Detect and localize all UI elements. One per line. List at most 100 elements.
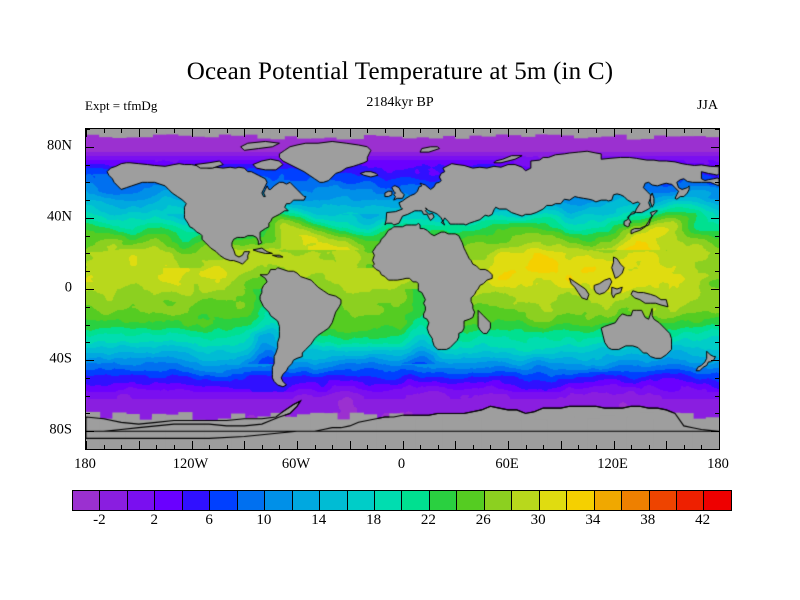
x-axis-tick <box>560 441 562 449</box>
y-axis-tick <box>86 182 90 184</box>
experiment-label: Expt = tfmDg <box>85 98 158 113</box>
colorbar-tick-label: 34 <box>585 512 601 528</box>
x-axis-tick <box>683 129 685 133</box>
x-axis-tick <box>367 129 369 133</box>
colorbar-tick-label: 18 <box>366 512 382 528</box>
x-axis-tick <box>173 129 175 133</box>
y-axis-tick <box>715 182 719 184</box>
colorbar-cell <box>594 491 623 510</box>
x-axis-label: 60E <box>495 456 519 472</box>
colorbar-tick-label: 22 <box>420 512 436 528</box>
x-axis-tick <box>402 129 404 137</box>
colorbar-cell <box>484 491 513 510</box>
colorbar-cell <box>237 491 266 510</box>
x-axis-label: 60W <box>281 456 311 472</box>
colorbar-tick-label: 2 <box>150 512 159 528</box>
y-axis-tick <box>711 360 719 362</box>
colorbar-tick-label: 30 <box>530 512 546 528</box>
y-axis-tick <box>715 342 719 344</box>
colorbar-cell <box>402 491 430 510</box>
y-axis-tick <box>86 289 94 290</box>
y-axis-tick <box>711 289 719 290</box>
y-axis-tick <box>711 146 719 148</box>
x-axis-tick <box>244 441 246 449</box>
x-axis-tick <box>138 129 140 137</box>
colorbar <box>72 490 732 511</box>
y-axis-tick <box>86 253 90 255</box>
y-axis-tick <box>86 235 90 237</box>
x-axis-tick <box>543 445 545 449</box>
x-axis-tick <box>490 445 492 449</box>
y-axis-tick <box>86 164 90 166</box>
colorbar-tick-label: 10 <box>256 512 272 528</box>
x-axis-tick <box>244 129 246 137</box>
x-axis-tick <box>349 129 351 137</box>
x-axis-tick <box>631 445 633 449</box>
x-axis-tick <box>297 129 298 137</box>
colorbar-cell <box>127 491 156 510</box>
x-axis-tick <box>578 129 580 133</box>
x-axis-tick <box>156 129 158 133</box>
colorbar-cell <box>73 491 101 510</box>
x-axis-label: 120W <box>172 456 209 472</box>
y-axis-tick <box>86 200 90 202</box>
x-axis-tick <box>525 129 527 133</box>
x-axis-tick <box>279 129 281 133</box>
colorbar-cell <box>429 491 458 510</box>
x-axis-tick <box>666 441 668 449</box>
x-axis-tick <box>209 445 211 449</box>
y-axis-tick <box>715 164 719 166</box>
y-axis-tick <box>711 431 719 433</box>
page-title: Ocean Potential Temperature at 5m (in C) <box>186 58 614 85</box>
x-axis-tick <box>209 129 211 133</box>
y-axis-tick <box>711 217 719 219</box>
x-axis-tick <box>420 445 422 449</box>
y-axis-tick <box>86 129 90 130</box>
x-axis-tick <box>191 129 193 137</box>
x-axis-tick <box>683 445 685 449</box>
x-axis-tick <box>455 129 457 137</box>
x-axis-tick <box>595 445 597 449</box>
x-axis-tick <box>648 445 650 449</box>
colorbar-tick-label: 26 <box>475 512 491 528</box>
y-axis-label: 40S <box>49 350 72 367</box>
y-axis-tick <box>715 129 719 130</box>
x-axis-tick <box>472 129 474 133</box>
x-axis-tick <box>86 441 87 449</box>
y-axis-tick <box>86 217 94 219</box>
colorbar-tick-label: 42 <box>695 512 711 528</box>
x-axis-tick <box>173 445 175 449</box>
y-axis-tick <box>86 146 94 148</box>
x-axis-tick <box>226 445 228 449</box>
x-axis-tick <box>314 445 316 449</box>
colorbar-cell <box>100 491 128 510</box>
season-label: JJA <box>696 98 718 113</box>
x-axis-tick <box>103 445 105 449</box>
y-axis-tick <box>86 306 90 308</box>
colorbar-cell <box>512 491 540 510</box>
x-axis-tick <box>261 445 263 449</box>
x-axis-tick <box>719 129 720 137</box>
x-axis-tick <box>314 129 316 133</box>
colorbar-cell <box>210 491 238 510</box>
y-axis-tick <box>86 324 90 326</box>
y-axis-tick <box>715 235 719 237</box>
x-axis-label: 180 <box>74 456 96 472</box>
map-plot-area <box>85 128 720 450</box>
x-axis-tick <box>719 441 720 449</box>
x-axis-tick <box>103 129 105 133</box>
x-axis-tick <box>613 129 615 137</box>
y-axis-tick <box>715 324 719 326</box>
x-axis-tick <box>156 445 158 449</box>
x-axis-tick <box>560 129 562 137</box>
colorbar-cell <box>320 491 348 510</box>
x-axis-tick <box>631 129 633 133</box>
colorbar-cell <box>347 491 375 510</box>
colorbar-cell <box>292 491 321 510</box>
colorbar-cell <box>155 491 183 510</box>
colorbar-cell <box>704 491 731 510</box>
x-axis-tick <box>138 441 140 449</box>
y-axis-tick <box>715 377 719 379</box>
temperature-heatmap <box>86 129 719 449</box>
x-axis-tick <box>384 129 386 133</box>
